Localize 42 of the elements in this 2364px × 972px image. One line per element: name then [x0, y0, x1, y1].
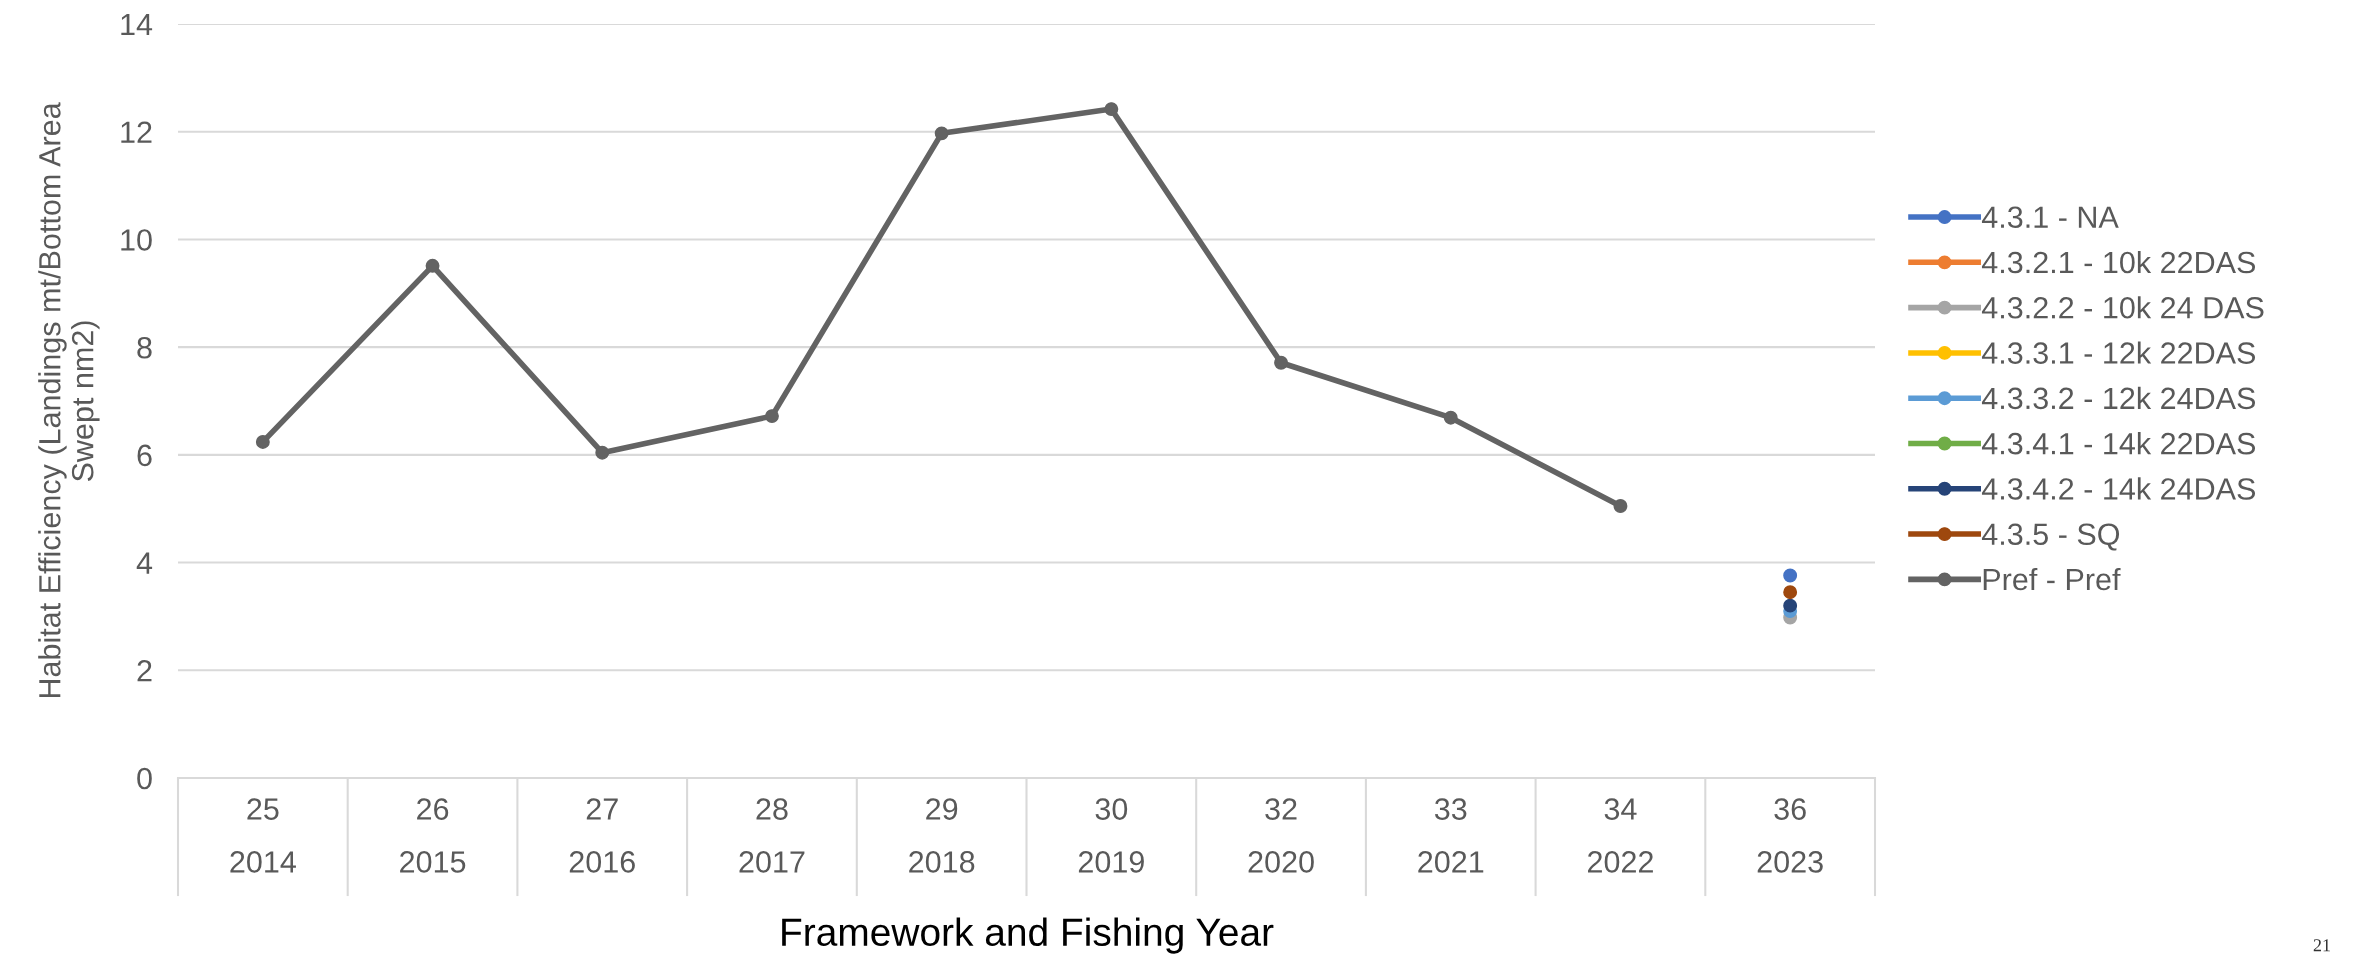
x-tick-label: 33 2021: [1418, 798, 1484, 873]
legend-label: 4.3.4.2 - 14k 24DAS: [1981, 477, 2256, 500]
x-tick-label: 36 2023: [1757, 798, 1823, 873]
point: [1783, 585, 1798, 600]
legend-label: 4.3.3.1 - 12k 22DAS: [1981, 341, 2256, 364]
point: [934, 126, 949, 141]
point: [255, 434, 270, 449]
y-axis-title: Habitat Efficiency (Landings mt/Bottom Area Swept nm2): [38, 102, 100, 698]
x-tick-label: 25 2014: [230, 798, 296, 873]
x-tick-label: 34 2022: [1588, 798, 1653, 873]
legend-label: 4.3.2.2 - 10k 24 DAS: [1981, 296, 2264, 319]
point: [765, 409, 779, 424]
legend-label: 4.3.5 - SQ: [1981, 523, 2120, 551]
point: [595, 445, 610, 460]
legend-label: 4.3.3.2 - 12k 24DAS: [1981, 386, 2256, 410]
point: [425, 258, 440, 273]
y-tick-label: 0: [137, 767, 152, 790]
point: [1443, 410, 1458, 425]
y-tick-label: 8: [137, 336, 152, 359]
legend-label: 4.3.4.1 - 14k 22DAS: [1981, 432, 2256, 455]
x-tick-label: 29 2018: [909, 798, 975, 873]
y-tick-label: 2: [137, 660, 152, 682]
point: [1783, 598, 1798, 613]
x-tick-label: 30 2019: [1078, 798, 1144, 873]
text: 21: [2313, 939, 2330, 952]
y-tick-label: 6: [137, 444, 152, 467]
point: [1613, 499, 1628, 513]
y-tick-label: 4: [136, 552, 153, 574]
y-tick-label: 14: [121, 14, 153, 36]
legend-label: Pref - Pref: [1983, 567, 2121, 591]
x-tick-label: 27 2016: [569, 798, 635, 873]
point: [1104, 102, 1119, 117]
point: [1274, 355, 1288, 370]
legend-label: 4.3.1 - NA: [1981, 206, 2119, 229]
x-tick-label: 26 2015: [400, 798, 466, 873]
x-tick-label: 32 2020: [1248, 798, 1314, 873]
legend-label: 4.3.2.1 - 10k 22DAS: [1981, 250, 2256, 274]
point: [1783, 568, 1798, 583]
y-tick-label: 12: [121, 121, 152, 143]
y-tick-label: 10: [121, 229, 152, 251]
x-axis-title: Framework and Fishing Year: [782, 917, 1274, 954]
x-tick-label: 28 2017: [739, 798, 805, 873]
